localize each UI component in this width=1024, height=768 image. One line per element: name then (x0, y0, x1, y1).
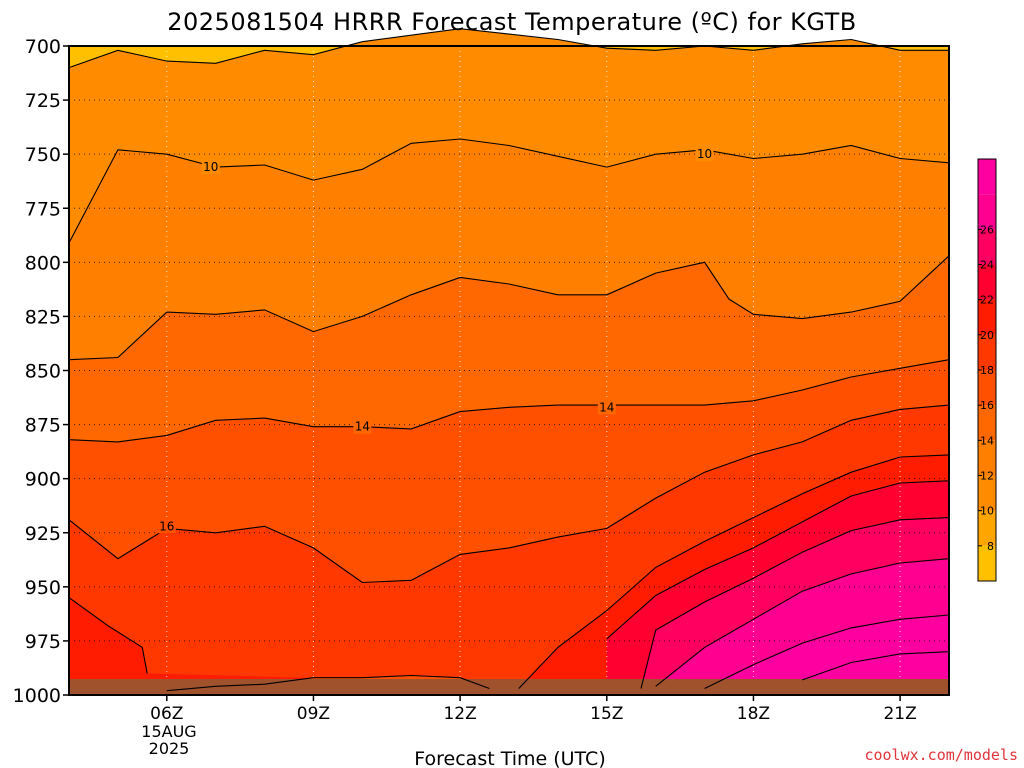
contour-label-layer: 10 10 14 14 16 (157, 147, 714, 534)
contour-label-bg (201, 160, 220, 175)
y-tick-label: 1000 (13, 685, 61, 707)
contour-label-bg (157, 519, 176, 534)
colorbar-swatch (978, 440, 996, 476)
contour-label-16: 16 (159, 519, 174, 533)
contour-22 (640, 517, 950, 689)
grid-layer (69, 46, 949, 679)
contour-18 (518, 454, 950, 689)
y-tick-label: 875 (25, 415, 61, 437)
colorbar-swatch (978, 194, 996, 230)
colorbar: 8 10 12 14 16 18 20 22 24 26 (977, 158, 997, 582)
credit-link[interactable]: coolwx.com/models (864, 746, 1018, 764)
contour-24 (655, 558, 950, 687)
y-tick-label: 750 (25, 144, 61, 166)
x-tick-label: 09Z (297, 704, 330, 724)
contour-label-14: 14 (599, 400, 614, 414)
colorbar-label: 16 (980, 399, 994, 412)
contour-16 (166, 674, 490, 692)
contour-8 (68, 28, 949, 69)
contour-label-bg (597, 400, 616, 415)
x-tick-label: 06Z (150, 704, 183, 724)
contour-20 (606, 480, 950, 640)
y-axis-ticks: 700 725 750 775 800 825 850 875 900 925 950 975 1000 (13, 36, 69, 707)
colorbar-label: 18 (980, 364, 994, 377)
contour-label-10: 10 (203, 160, 218, 174)
colorbar-swatch (978, 475, 996, 511)
colorbar-swatch (978, 545, 996, 581)
contour-label-10: 10 (697, 147, 712, 161)
colorbar-label: 8 (987, 540, 994, 553)
x-tick-label: 18Z (737, 704, 770, 724)
y-tick-label: 950 (25, 577, 61, 599)
y-tick-label: 975 (25, 631, 61, 653)
contour-28 (802, 651, 950, 681)
colorbar-swatch (978, 405, 996, 441)
contour-label-14: 14 (355, 420, 370, 434)
x-axis-ticks: 06Z 09Z 12Z 15Z 18Z 21Z (150, 695, 917, 724)
colorbar-swatch (978, 229, 996, 265)
colorbar-label: 26 (980, 223, 994, 236)
x-tick-label: 15Z (590, 704, 623, 724)
y-tick-label: 850 (25, 361, 61, 383)
colorbar-label: 12 (980, 470, 994, 483)
colorbar-label: 20 (980, 329, 994, 342)
x-axis-label: Forecast Time (UTC) (414, 748, 605, 768)
y-tick-label: 900 (25, 469, 61, 491)
x-axis-date-year: 2025 (149, 739, 190, 758)
colorbar-swatch (978, 264, 996, 300)
ground-bar (69, 679, 949, 695)
colorbar-swatch (978, 370, 996, 406)
colorbar-swatch (978, 334, 996, 370)
colorbar-swatch (978, 510, 996, 546)
temperature-fill-layer (69, 28, 949, 696)
contour-18 (68, 597, 148, 674)
contour-14 (68, 359, 950, 443)
chart-title: 2025081504 HRRR Forecast Temperature (ºC… (167, 8, 857, 36)
colorbar-label: 14 (980, 434, 994, 447)
y-tick-label: 700 (25, 36, 61, 58)
contour-26 (704, 614, 950, 689)
colorbar-swatch (978, 159, 996, 195)
y-tick-label: 725 (25, 90, 61, 112)
x-axis-date-day: 15AUG (141, 722, 196, 741)
contour-16 (68, 404, 950, 584)
colorbar-swatch (978, 299, 996, 335)
colorbar-label: 24 (980, 259, 994, 272)
colorbar-label: 22 (980, 294, 994, 307)
contour-line-layer (68, 28, 950, 692)
x-tick-label: 12Z (443, 704, 476, 724)
y-tick-label: 775 (25, 198, 61, 220)
contour-label-bg (353, 419, 372, 434)
y-tick-label: 800 (25, 252, 61, 274)
contour-label-bg (695, 147, 714, 162)
colorbar-label: 10 (980, 505, 994, 518)
y-tick-label: 925 (25, 523, 61, 545)
contour-12 (68, 255, 950, 361)
x-tick-label: 21Z (883, 704, 916, 724)
ground-layer (69, 679, 949, 695)
y-tick-label: 825 (25, 306, 61, 328)
